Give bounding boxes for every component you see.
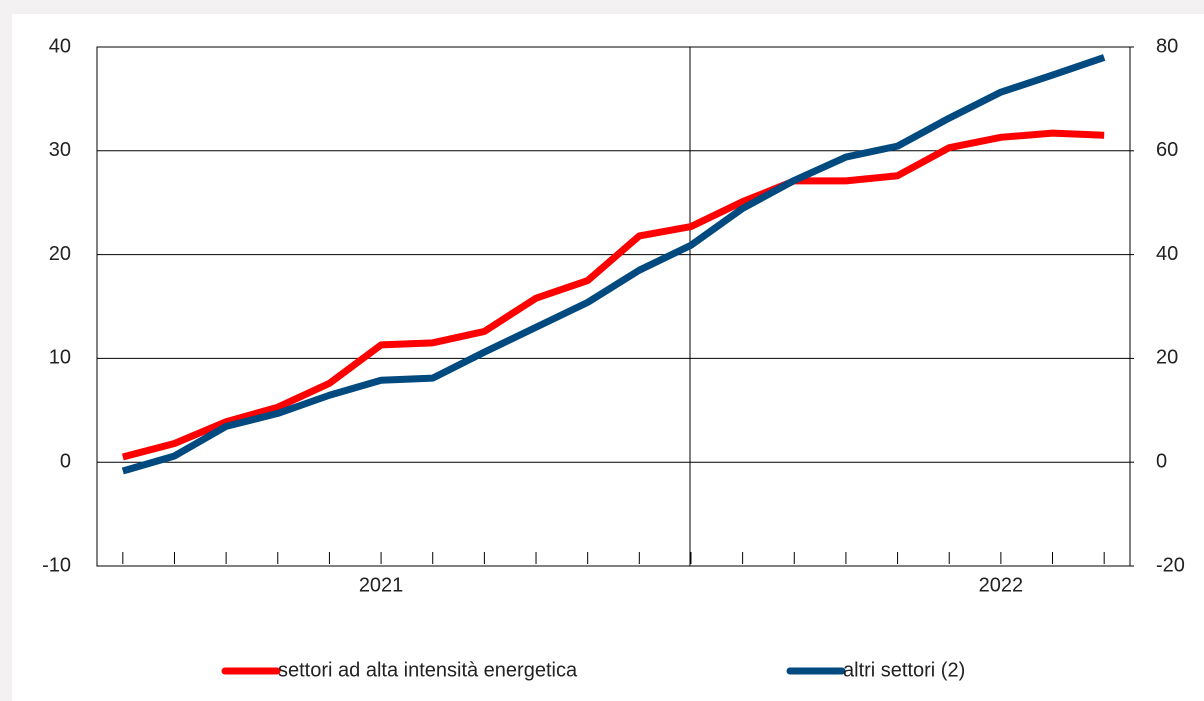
- y-tick-label: 30: [49, 139, 71, 161]
- y-tick-label: -10: [42, 554, 71, 576]
- y-tick-label: 0: [60, 450, 71, 472]
- y2-tick-label: 20: [1156, 347, 1178, 369]
- panel: [12, 14, 1204, 701]
- y2-tick-label: -20: [1156, 554, 1185, 576]
- series-line: [121, 129, 1105, 461]
- y2-tick-label: 60: [1156, 139, 1178, 161]
- legend-label: altri settori (2): [843, 659, 965, 681]
- y2-tick-label: 80: [1156, 35, 1178, 57]
- series-line: [121, 54, 1106, 475]
- y2-tick-label: 0: [1156, 450, 1167, 472]
- y-tick-label: 20: [49, 243, 71, 265]
- y-tick-label: 40: [49, 35, 71, 57]
- x-tick-label: 2022: [979, 574, 1024, 596]
- legend-label: settori ad alta intensità energetica: [278, 659, 578, 681]
- y2-tick-label: 40: [1156, 243, 1178, 265]
- y-tick-label: 10: [49, 347, 71, 369]
- x-tick-label: 2021: [359, 574, 404, 596]
